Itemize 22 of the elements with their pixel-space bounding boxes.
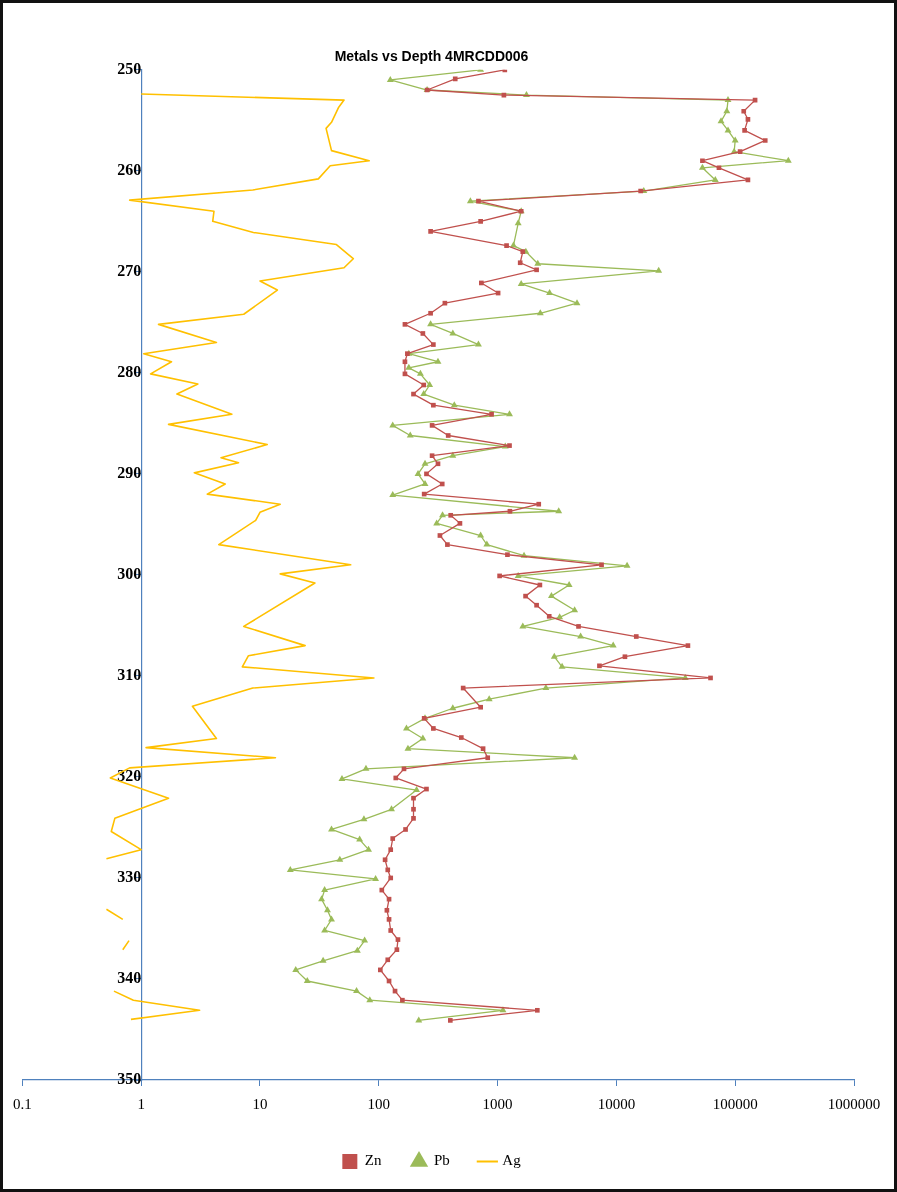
y-tick-label: 270: [117, 261, 142, 279]
y-tick-label: 290: [117, 464, 142, 482]
chart-title: Metals vs Depth 4MRCDD006: [334, 48, 529, 65]
y-tick-label: 280: [117, 363, 142, 380]
legend-label: Pb: [433, 1152, 450, 1169]
y-tick-label: 340: [117, 969, 142, 987]
x-tick-label: 1: [137, 1095, 145, 1112]
x-tick-label: 1000: [482, 1095, 513, 1112]
x-tick-label: 100000: [712, 1095, 758, 1112]
y-tick-label: 330: [117, 868, 142, 886]
y-tick-label: 310: [117, 666, 142, 684]
legend-label: Zn: [364, 1152, 382, 1169]
y-tick-label: 320: [117, 767, 142, 785]
x-tick-label: 1000000: [827, 1095, 881, 1112]
x-tick-label: 100: [367, 1095, 391, 1112]
x-tick-label: 0.1: [13, 1095, 32, 1112]
y-tick-label: 260: [117, 160, 142, 178]
y-tick-label: 250: [117, 59, 142, 77]
legend-label: Ag: [502, 1152, 522, 1169]
y-tick-label: 300: [117, 565, 142, 583]
x-tick-label: 10000: [597, 1095, 636, 1112]
x-tick-label: 10: [252, 1095, 268, 1112]
